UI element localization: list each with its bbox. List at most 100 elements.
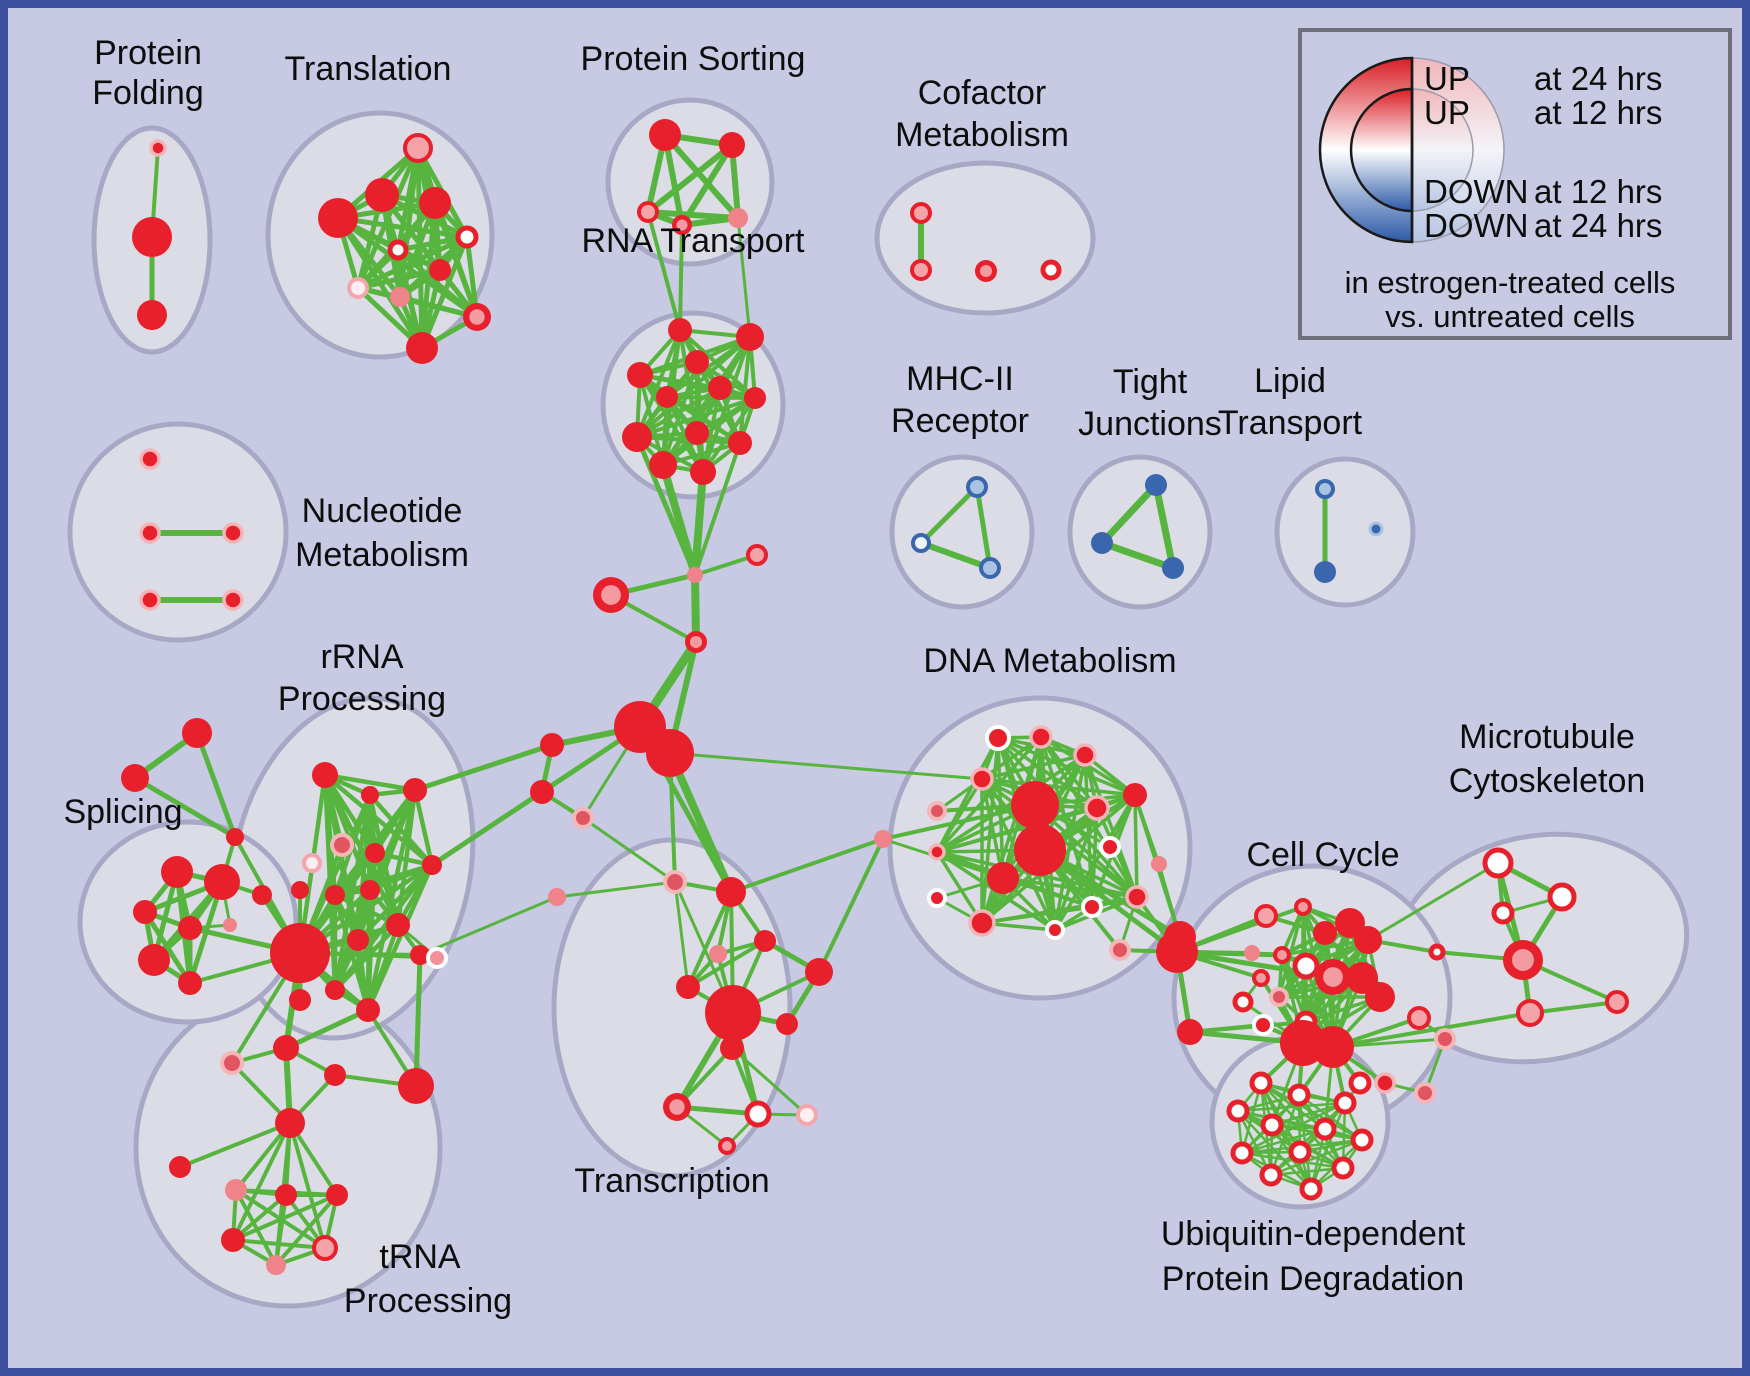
network-node-u3 — [1333, 1091, 1357, 1115]
network-node-tr7 — [225, 1179, 247, 1201]
cluster-label-mhc-ii-receptor-line2: Receptor — [891, 402, 1029, 440]
network-node-rr5 — [302, 853, 322, 873]
network-edge — [736, 216, 752, 339]
network-node-sp6 — [138, 944, 170, 976]
network-node-t9 — [390, 287, 410, 307]
network-node-x8 — [705, 985, 761, 1041]
network-node-x4 — [709, 945, 727, 963]
network-edge-dna-metabolism — [980, 777, 1005, 880]
network-node-d4 — [970, 767, 994, 791]
network-node-d7 — [1084, 795, 1110, 821]
network-edge — [729, 837, 885, 894]
network-edge — [132, 775, 238, 840]
network-node-t4 — [419, 187, 451, 219]
network-node-x12 — [796, 1104, 818, 1126]
network-node-d9 — [928, 843, 946, 861]
network-node-mt10 — [1414, 1082, 1436, 1104]
network-node-tr6 — [169, 1156, 191, 1178]
legend-footer-line1: in estrogen-treated cells — [1345, 265, 1676, 300]
network-node-mt3 — [1491, 901, 1515, 925]
network-edge-rrna-processing — [322, 772, 418, 793]
legend-direction-4: DOWN — [1424, 207, 1528, 244]
network-edge-trna-hex — [234, 1188, 278, 1267]
network-node-d15 — [927, 888, 947, 908]
network-node-d17 — [1081, 896, 1103, 918]
network-edge-protein-sorting — [645, 142, 735, 215]
network-edge — [1188, 1020, 1308, 1034]
legend-time-3: at 12 hrs — [1534, 173, 1662, 210]
cluster-label-ubiquitin-degradation-line1: Ubiquitin-dependent — [1161, 1215, 1466, 1253]
cluster-label-ubiquitin-degradation-line2: Protein Degradation — [1162, 1260, 1464, 1298]
network-node-sp1 — [161, 856, 193, 888]
network-node-l3 — [1314, 561, 1336, 583]
network-edge-transcription-core — [686, 890, 733, 989]
network-edge-rna-transport — [665, 395, 757, 400]
network-node-d11 — [1014, 824, 1066, 876]
network-node-rr7 — [422, 855, 442, 875]
network-node-r4 — [685, 350, 709, 374]
network-edge-dna-metabolism — [935, 777, 984, 854]
network-node-cf1 — [910, 202, 932, 224]
network-edge — [730, 1046, 809, 1117]
network-node-rr1 — [312, 762, 338, 788]
network-node-core-c3 — [689, 635, 703, 649]
network-node-ps2 — [719, 132, 745, 158]
network-node-tr1 — [273, 1035, 299, 1061]
network-node-k5 — [1354, 926, 1382, 954]
network-node-tr9 — [326, 1184, 348, 1206]
network-node-tr12 — [266, 1255, 286, 1275]
network-node-r2 — [736, 323, 764, 351]
cluster-label-nucleotide-metabolism-line1: Nucleotide — [302, 492, 463, 530]
network-node-u2 — [1287, 1083, 1311, 1107]
network-edge — [555, 880, 677, 899]
network-node-mt5 — [1428, 943, 1446, 961]
network-node-n1 — [139, 448, 161, 470]
network-node-r9 — [685, 421, 709, 445]
legend-ring-left — [1349, 87, 1414, 213]
network-edge-trna-hex — [274, 1193, 288, 1267]
network-node-d10 — [1011, 781, 1059, 829]
network-node-d12 — [987, 862, 1019, 894]
cluster-label-dna-metabolism: DNA Metabolism — [923, 642, 1176, 680]
network-node-b2 — [530, 780, 554, 804]
network-edge-trna-hex — [274, 1193, 339, 1267]
network-node-s2 — [121, 764, 149, 792]
network-edge-dna-metabolism — [935, 753, 1087, 854]
network-edge — [673, 880, 690, 989]
cluster-label-tight-junctions-line2: Junctions — [1078, 405, 1222, 443]
network-node-b3 — [572, 807, 594, 829]
network-edge-rna-transport — [661, 396, 757, 467]
network-edge-trna-hex — [231, 1121, 292, 1242]
network-node-u8 — [1230, 1141, 1254, 1165]
network-edge — [817, 837, 885, 974]
network-edge-dna-metabolism — [935, 806, 1099, 854]
network-node-r3 — [627, 362, 653, 388]
network-node-n4 — [139, 589, 161, 611]
network-edge-dna-metabolism — [1133, 793, 1139, 899]
network-node-cc2 — [1177, 1019, 1203, 1045]
network-node-d3 — [1073, 743, 1097, 767]
network-node-k4 — [1335, 908, 1365, 938]
network-edge — [974, 484, 993, 571]
network-edge — [691, 571, 700, 646]
cluster-label-tight-junctions-line1: Tight — [1113, 363, 1188, 401]
network-edge — [581, 816, 677, 884]
network-node-r10 — [728, 431, 752, 455]
network-node-t6 — [387, 239, 409, 261]
network-edge — [1037, 847, 1180, 955]
network-node-sp4 — [178, 916, 202, 940]
network-node-k1 — [1254, 904, 1278, 928]
network-node-d20 — [1109, 939, 1131, 961]
network-edge — [178, 1121, 292, 1169]
network-edge — [678, 223, 684, 332]
network-edge-rrna-processing — [365, 922, 401, 1013]
legend-ring-right — [1411, 88, 1474, 212]
network-edge-dna-metabolism — [935, 850, 984, 925]
network-edge — [1175, 905, 1305, 954]
network-node-r7 — [744, 387, 766, 409]
network-edge — [881, 837, 1005, 880]
network-node-d6 — [1123, 783, 1147, 807]
network-edge — [412, 742, 555, 793]
network-node-sp5 — [223, 918, 237, 932]
